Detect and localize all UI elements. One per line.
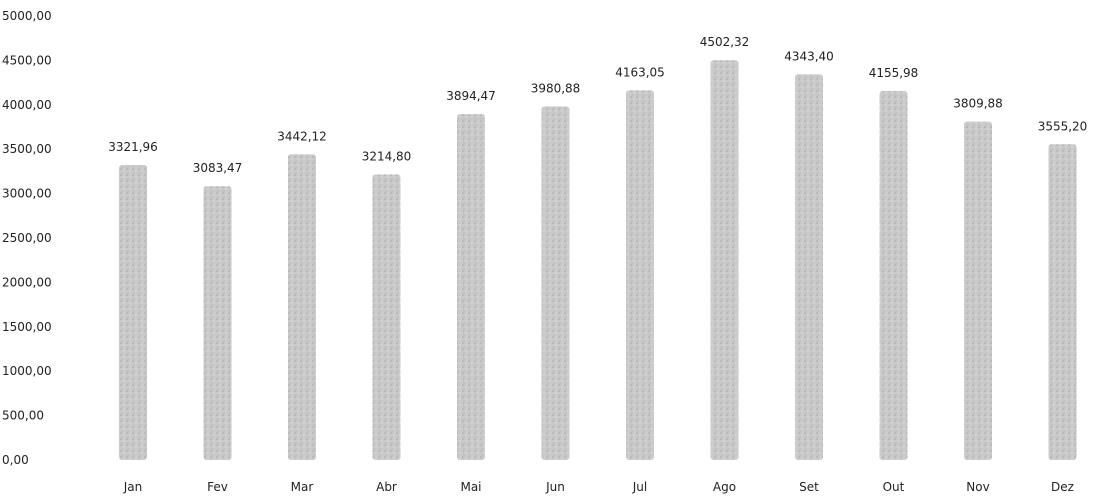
bar <box>203 186 232 460</box>
y-axis: 0,00 500,00 1000,00 1500,00 2000,00 2500,00 30… <box>2 9 52 467</box>
y-tick-label: 0,00 <box>2 453 29 467</box>
data-label: 3980,88 <box>531 81 581 95</box>
bar <box>119 165 147 460</box>
y-tick-label: 1000,00 <box>2 364 52 378</box>
y-tick-label: 3500,00 <box>2 142 52 156</box>
data-label: 3809,88 <box>953 97 1003 111</box>
bar <box>1048 144 1077 461</box>
bar <box>710 60 739 461</box>
bars <box>119 60 1077 461</box>
x-tick-label: Ago <box>713 480 736 494</box>
x-tick-label: Jan <box>123 480 143 494</box>
data-label: 3894,47 <box>446 89 496 103</box>
bar <box>626 90 654 460</box>
bar <box>457 114 485 460</box>
bar <box>288 154 316 461</box>
data-label: 4343,40 <box>784 49 834 63</box>
data-label: 4502,32 <box>700 35 750 49</box>
bar <box>964 121 992 461</box>
data-label: 3321,96 <box>108 140 158 154</box>
y-tick-label: 3000,00 <box>2 187 52 201</box>
y-tick-label: 4000,00 <box>2 98 52 112</box>
x-tick-label: Dez <box>1051 480 1074 494</box>
y-tick-label: 4500,00 <box>2 53 52 67</box>
x-tick-label: Mai <box>460 480 481 494</box>
x-tick-label: Set <box>799 480 819 494</box>
data-label: 3214,80 <box>362 150 412 164</box>
x-tick-label: Abr <box>376 480 397 494</box>
data-labels: 3321,96 3083,47 3442,12 3214,80 3894,47 3980,… <box>108 35 1087 175</box>
x-tick-label: Out <box>883 480 905 494</box>
x-tick-label: Nov <box>966 480 989 494</box>
bar <box>541 106 570 460</box>
y-tick-label: 5000,00 <box>2 9 52 23</box>
y-tick-label: 500,00 <box>2 409 44 423</box>
bar <box>795 74 823 460</box>
y-tick-label: 2000,00 <box>2 275 52 289</box>
x-tick-label: Mar <box>291 480 314 494</box>
y-tick-label: 2500,00 <box>2 231 52 245</box>
bar <box>372 174 401 460</box>
data-label: 4163,05 <box>615 65 665 79</box>
bar <box>879 90 908 460</box>
x-axis: Jan Fev Mar Abr Mai Jun Jul Ago Set Out Nov Dez <box>123 480 1074 494</box>
y-tick-label: 1500,00 <box>2 320 52 334</box>
data-label: 4155,98 <box>869 66 919 80</box>
data-label: 3442,12 <box>277 129 327 143</box>
data-label: 3555,20 <box>1038 119 1088 133</box>
x-tick-label: Jul <box>632 480 647 494</box>
data-label: 3083,47 <box>193 161 243 175</box>
x-tick-label: Fev <box>207 480 228 494</box>
x-tick-label: Jun <box>545 480 565 494</box>
